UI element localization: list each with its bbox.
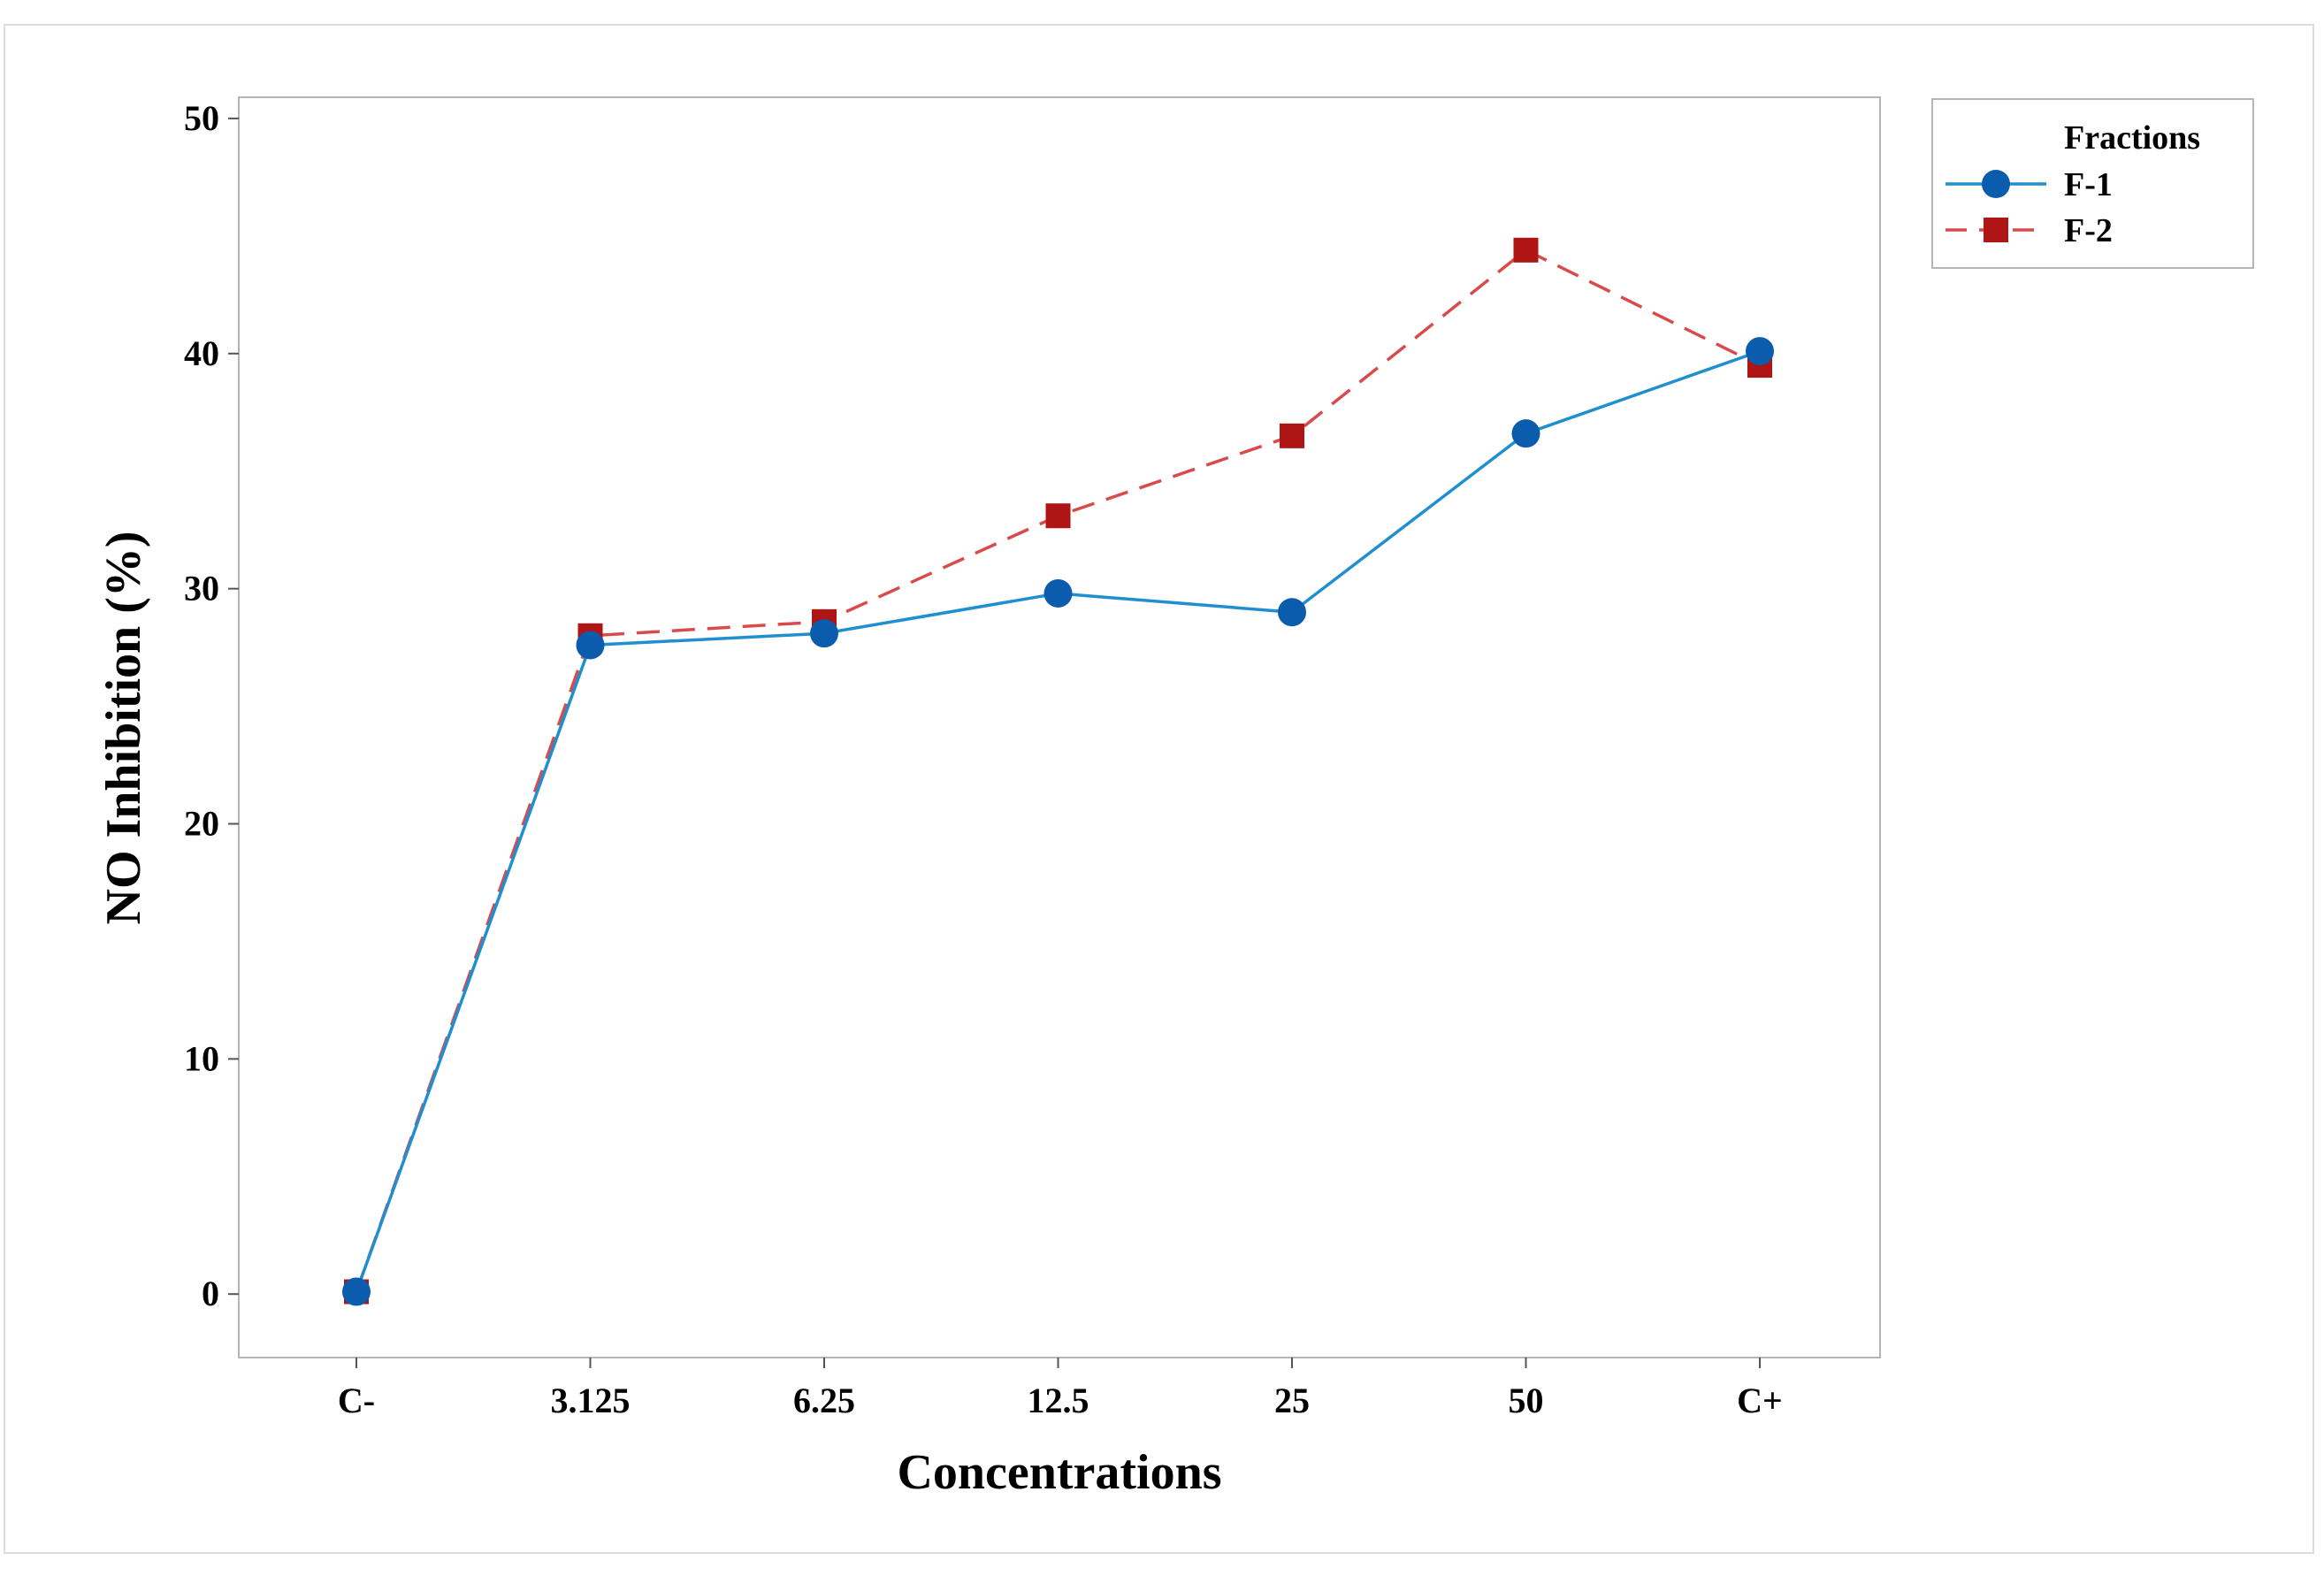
point-f-1 (810, 619, 838, 648)
x-tick-label: C- (338, 1381, 375, 1420)
point-f-2 (1045, 503, 1071, 529)
x-axis: C- 3.125 6.25 12.5 25 50 C+ (338, 1358, 1783, 1420)
y-tick-label: 20 (184, 804, 219, 844)
x-tick-label: 6.25 (793, 1381, 855, 1420)
x-tick-label: 12.5 (1028, 1381, 1089, 1420)
legend-title: Fractions (2064, 119, 2200, 157)
legend-marker-f-1 (1982, 170, 2010, 198)
point-f-1 (576, 631, 605, 660)
legend-label-f-1: F-1 (2064, 166, 2113, 203)
y-tick-label: 40 (184, 333, 219, 373)
legend-label-f-2: F-2 (2064, 212, 2113, 249)
y-tick-label: 30 (184, 569, 219, 608)
legend: Fractions F-1F-2 (1931, 98, 2254, 269)
x-tick-label: 50 (1509, 1381, 1544, 1420)
point-f-2 (1513, 237, 1539, 263)
point-f-2 (1280, 423, 1304, 448)
point-f-1 (1044, 578, 1073, 608)
y-axis-title: NO Inhibition (%) (96, 532, 151, 925)
y-tick-label: 50 (184, 98, 219, 138)
point-f-1 (1746, 337, 1774, 366)
plot-area (238, 96, 1881, 1358)
x-tick-label: C+ (1737, 1381, 1783, 1420)
x-tick-label: 25 (1274, 1381, 1310, 1420)
x-tick-label: 3.125 (551, 1381, 631, 1420)
series-layer (342, 237, 1774, 1306)
point-f-1 (1278, 598, 1306, 627)
point-f-1 (342, 1277, 371, 1306)
y-axis: 0 10 20 30 40 50 (184, 98, 239, 1313)
point-f-1 (1511, 419, 1540, 448)
x-axis-title: Concentrations (897, 1445, 1221, 1500)
y-tick-label: 10 (184, 1038, 219, 1078)
legend-marker-f-2 (1984, 218, 2008, 242)
y-tick-label: 0 (202, 1274, 219, 1313)
legend-items: F-1F-2 (1946, 166, 2113, 249)
